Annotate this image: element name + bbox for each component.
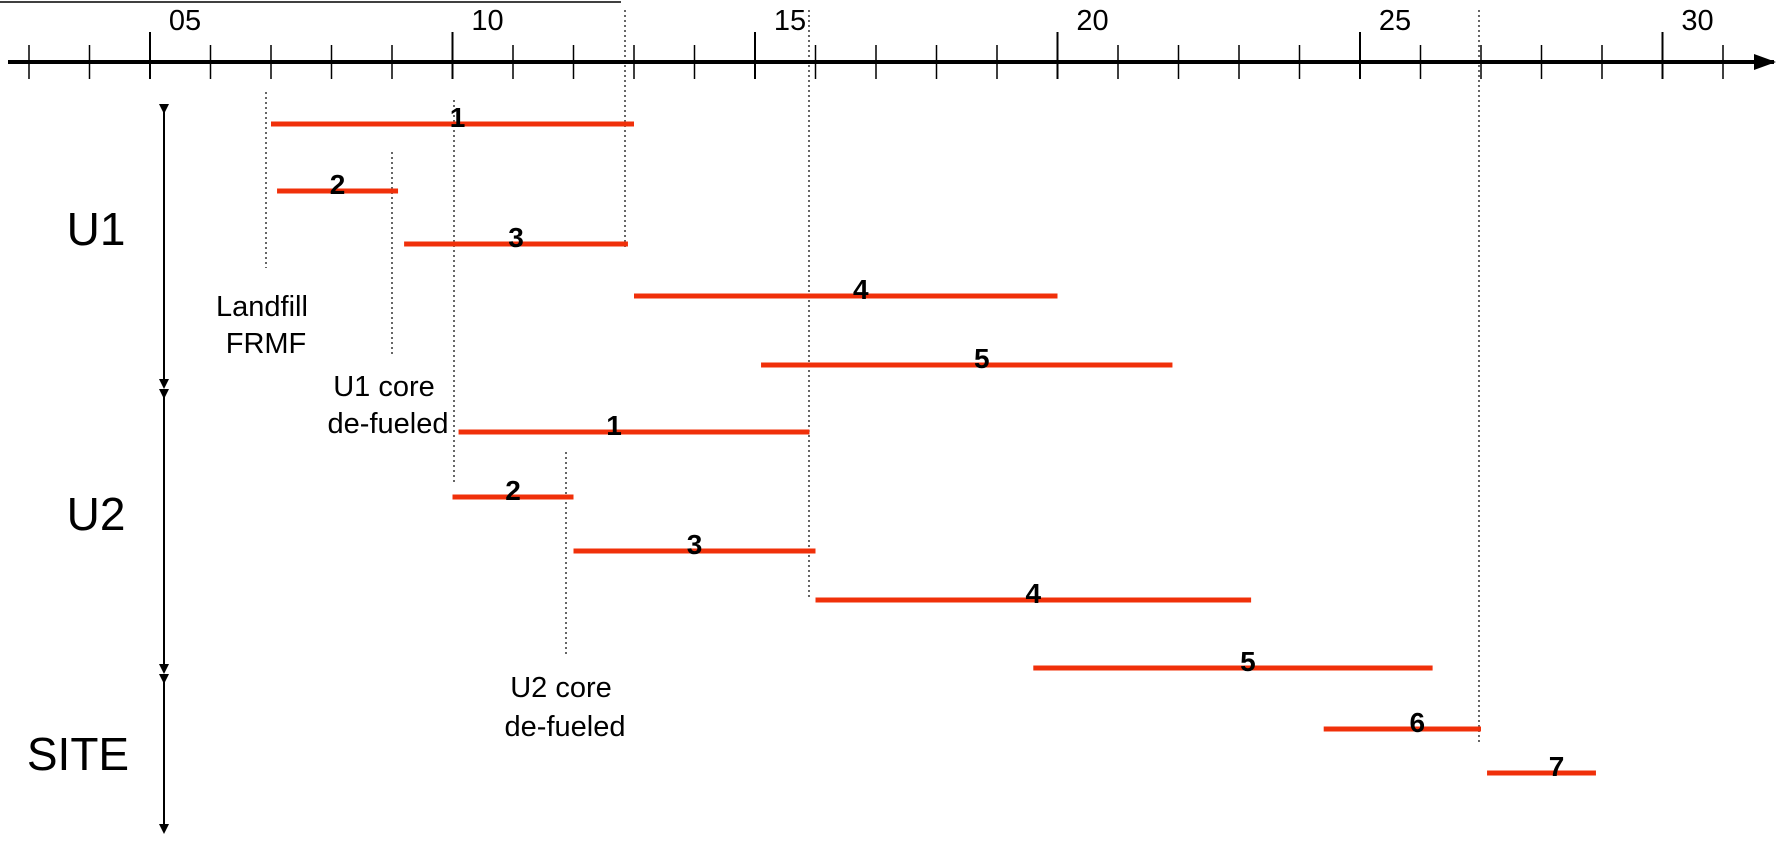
milestone-note-u2-defueled-line2: de-fueled — [505, 711, 626, 743]
tick-label-2030: 30 — [1681, 5, 1713, 37]
activity-label-site-6: 6 — [1410, 707, 1426, 738]
milestone-note-u2-defueled: U2 core de-fueled — [505, 672, 626, 743]
activity-label-u1-1: 1 — [450, 102, 466, 133]
activity-label-u2-4: 4 — [1026, 578, 1042, 609]
activity-bars: 1 2 3 4 5 1 2 3 4 5 6 7 — [271, 102, 1596, 782]
tick-label-2015: 15 — [774, 5, 806, 37]
tick-label-2025: 25 — [1379, 5, 1411, 37]
milestone-note-u1-defueled-line2: de-fueled — [328, 408, 449, 440]
group-label-u1: U1 — [67, 203, 126, 255]
activity-label-u1-3: 3 — [508, 222, 524, 253]
milestone-note-landfill-line2: FRMF — [226, 328, 307, 360]
activity-label-u1-5: 5 — [974, 343, 990, 374]
activity-label-site-7: 7 — [1549, 751, 1565, 782]
activity-label-site-5: 5 — [1240, 646, 1256, 677]
milestone-note-u2-defueled-line1: U2 core — [510, 672, 612, 704]
tick-label-2010: 10 — [471, 5, 503, 37]
axis-ticks: 05 10 15 20 25 30 — [28, 5, 1724, 79]
tick-label-2005: 05 — [169, 5, 201, 37]
activity-label-u1-4: 4 — [853, 274, 869, 305]
milestone-note-u1-defueled: U1 core de-fueled — [328, 371, 449, 440]
activity-label-u2-3: 3 — [687, 529, 703, 560]
milestone-note-landfill-line1: Landfill — [216, 291, 308, 323]
activity-label-u2-2: 2 — [505, 475, 521, 506]
activity-label-u2-1: 1 — [606, 410, 622, 441]
milestone-note-u1-defueled-line1: U1 core — [333, 371, 435, 403]
tick-label-2020: 20 — [1076, 5, 1108, 37]
activity-label-u1-2: 2 — [330, 169, 346, 200]
group-label-site: SITE — [27, 728, 129, 780]
milestone-note-landfill: Landfill FRMF — [216, 291, 316, 360]
group-label-u2: U2 — [67, 488, 126, 540]
